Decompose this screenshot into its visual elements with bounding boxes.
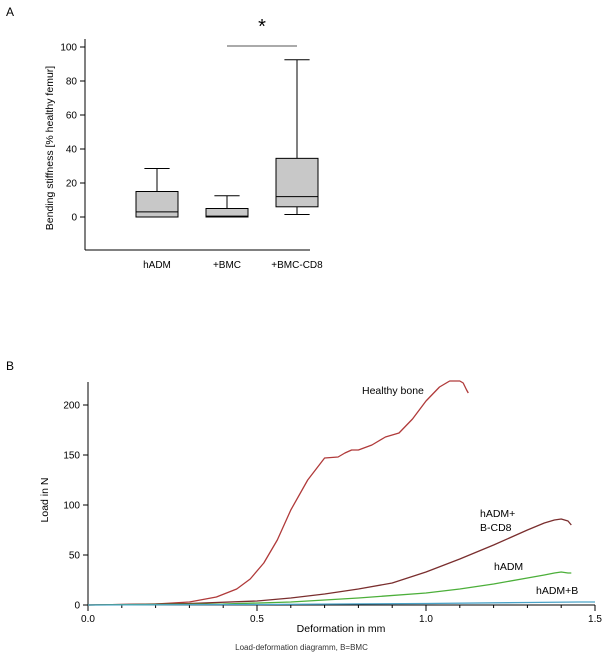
panel-b-x-tick-label: 0.0 (81, 614, 95, 625)
panel-b-x-axis-label: Deformation in mm (297, 623, 386, 635)
series-label-2: hADM+ B-CD8 (480, 508, 515, 534)
panel-a-y-tick-label: 80 (66, 77, 78, 88)
panel-a-y-axis-label: Bending stiffness [% healthy femur] (44, 66, 56, 230)
figure-caption: Load-deformation diagramm, B=BMC (235, 643, 368, 652)
series-line-2 (87, 518, 572, 606)
panel-a-axes: 0 20 40 60 80 100 (60, 39, 310, 251)
panel-a-y-tick-label: 60 (66, 111, 78, 122)
panel-b-y-tick-label: 0 (74, 601, 80, 612)
panel-a-boxes: hADM +BMC +BMC-CD8 (135, 59, 323, 271)
panel-b-x-tick-label: 1.0 (419, 614, 433, 625)
box-iqr (205, 208, 249, 218)
panel-a-y-tick-label: 40 (66, 145, 78, 156)
panel-a-category-label: hADM (143, 260, 171, 271)
series-line-4 (87, 601, 595, 606)
panel-a-category-label: +BMC-CD8 (271, 260, 323, 271)
series-line-3 (87, 571, 572, 606)
panel-a-y-tick-label: 100 (60, 43, 77, 54)
panel-a-category-label: +BMC (213, 260, 241, 271)
panel-b-label: B (6, 359, 14, 373)
panel-a-label: A (6, 5, 14, 19)
box-iqr (275, 157, 319, 208)
box-iqr (135, 191, 179, 218)
panel-b-axes: 0 50 100 150 200 0.0 0.5 1.0 1.5 (63, 382, 602, 625)
series-line-1 (87, 380, 469, 606)
series-label-3: hADM (494, 561, 523, 573)
panel-b-y-tick-label: 200 (63, 401, 80, 412)
panel-b-y-tick-label: 150 (63, 451, 80, 462)
panel-b-x-tick-label: 1.5 (588, 614, 602, 625)
panel-b-x-tick-label: 0.5 (250, 614, 264, 625)
significance-marker: * (258, 16, 266, 38)
panel-b-y-tick-label: 50 (69, 551, 81, 562)
panel-a-y-tick-label: 20 (66, 179, 78, 190)
series-label-4: hADM+B (536, 585, 578, 597)
panel-b-y-tick-label: 100 (63, 501, 80, 512)
panel-b-series: Healthy bone hADM+ B-CD8 hADM hADM+B (87, 380, 595, 606)
panel-a-significance: * (227, 16, 297, 47)
panel-a-boxplot: A Bending stiffness [% healthy femur] 0 2… (6, 5, 323, 271)
panel-b-line-chart: B Load in N Deformation in mm 0 50 100 150 2… (6, 359, 602, 635)
series-label-1: Healthy bone (362, 385, 424, 397)
panel-b-y-axis-label: Load in N (39, 478, 51, 523)
panel-a-y-tick-label: 0 (71, 213, 77, 224)
